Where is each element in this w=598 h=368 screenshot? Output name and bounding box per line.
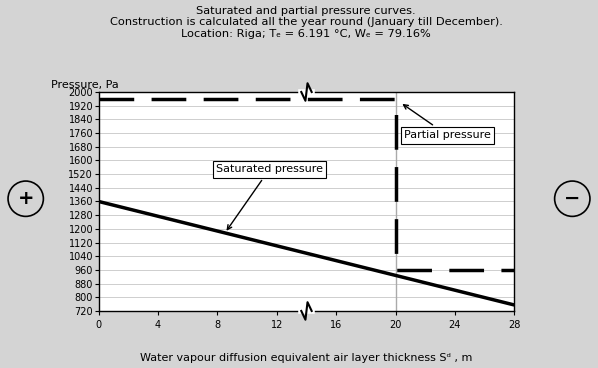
Text: +: + <box>17 189 34 208</box>
Text: Construction is calculated all the year round (January till December).: Construction is calculated all the year … <box>110 17 502 26</box>
Text: Water vapour diffusion equivalent air layer thickness Sᵈ , m: Water vapour diffusion equivalent air la… <box>140 353 472 362</box>
Text: Saturated pressure: Saturated pressure <box>216 164 323 230</box>
Text: −: − <box>564 189 581 208</box>
Text: Pressure, Pa: Pressure, Pa <box>51 80 118 90</box>
Text: Location: Riga; Tₑ = 6.191 °C, Wₑ = 79.16%: Location: Riga; Tₑ = 6.191 °C, Wₑ = 79.1… <box>181 29 431 39</box>
Text: Partial pressure: Partial pressure <box>404 105 491 140</box>
Text: Saturated and partial pressure curves.: Saturated and partial pressure curves. <box>196 6 416 15</box>
